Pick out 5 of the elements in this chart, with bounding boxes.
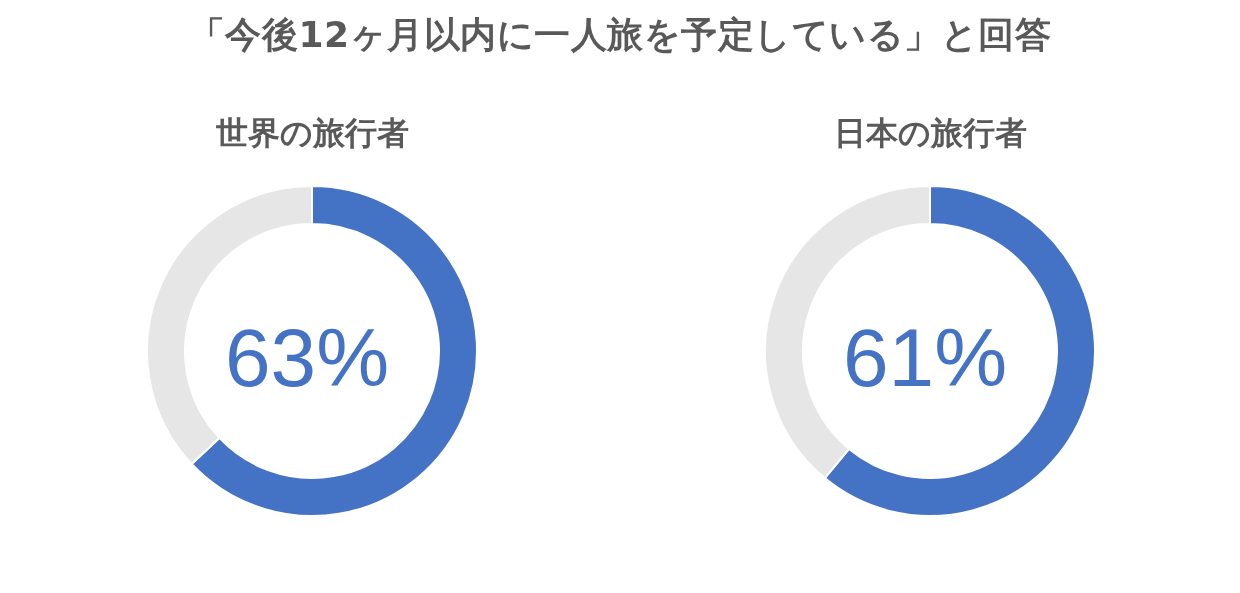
text: 63%	[224, 312, 390, 403]
text: 61%	[842, 312, 1008, 403]
text: 「今後12ヶ月以内に一人旅を予定している」と回答	[187, 13, 1053, 57]
chart-subtitle: 日本の旅行者	[832, 113, 1028, 154]
chart-subtitle: 世界の旅行者	[214, 113, 410, 154]
